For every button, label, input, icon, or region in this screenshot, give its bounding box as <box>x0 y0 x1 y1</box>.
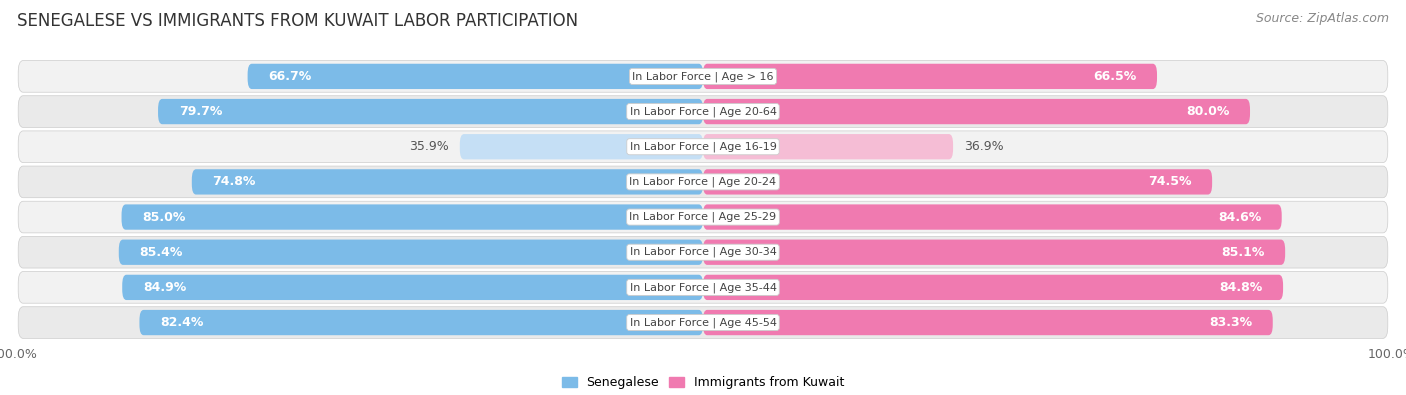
Text: 36.9%: 36.9% <box>965 140 1004 153</box>
FancyBboxPatch shape <box>18 131 1388 163</box>
FancyBboxPatch shape <box>122 275 703 300</box>
Legend: Senegalese, Immigrants from Kuwait: Senegalese, Immigrants from Kuwait <box>561 376 845 389</box>
Text: 35.9%: 35.9% <box>409 140 449 153</box>
Text: 82.4%: 82.4% <box>160 316 204 329</box>
FancyBboxPatch shape <box>191 169 703 195</box>
FancyBboxPatch shape <box>703 134 953 160</box>
Text: In Labor Force | Age 16-19: In Labor Force | Age 16-19 <box>630 141 776 152</box>
Text: 66.7%: 66.7% <box>269 70 312 83</box>
FancyBboxPatch shape <box>18 272 1388 303</box>
Text: 85.1%: 85.1% <box>1222 246 1264 259</box>
FancyBboxPatch shape <box>139 310 703 335</box>
FancyBboxPatch shape <box>18 166 1388 198</box>
Text: In Labor Force | Age 20-64: In Labor Force | Age 20-64 <box>630 106 776 117</box>
Text: 85.0%: 85.0% <box>142 211 186 224</box>
Text: In Labor Force | Age 30-34: In Labor Force | Age 30-34 <box>630 247 776 258</box>
FancyBboxPatch shape <box>703 99 1250 124</box>
FancyBboxPatch shape <box>703 239 1285 265</box>
FancyBboxPatch shape <box>18 60 1388 92</box>
FancyBboxPatch shape <box>118 239 703 265</box>
FancyBboxPatch shape <box>18 201 1388 233</box>
FancyBboxPatch shape <box>18 96 1388 127</box>
FancyBboxPatch shape <box>703 275 1284 300</box>
Text: 79.7%: 79.7% <box>179 105 222 118</box>
FancyBboxPatch shape <box>703 64 1157 89</box>
FancyBboxPatch shape <box>460 134 703 160</box>
Text: 85.4%: 85.4% <box>139 246 183 259</box>
Text: 80.0%: 80.0% <box>1187 105 1229 118</box>
FancyBboxPatch shape <box>121 204 703 230</box>
Text: 84.8%: 84.8% <box>1219 281 1263 294</box>
FancyBboxPatch shape <box>157 99 703 124</box>
Text: Source: ZipAtlas.com: Source: ZipAtlas.com <box>1256 12 1389 25</box>
Text: In Labor Force | Age 45-54: In Labor Force | Age 45-54 <box>630 317 776 328</box>
FancyBboxPatch shape <box>703 169 1212 195</box>
FancyBboxPatch shape <box>247 64 703 89</box>
FancyBboxPatch shape <box>703 204 1282 230</box>
Text: In Labor Force | Age 20-24: In Labor Force | Age 20-24 <box>630 177 776 187</box>
Text: SENEGALESE VS IMMIGRANTS FROM KUWAIT LABOR PARTICIPATION: SENEGALESE VS IMMIGRANTS FROM KUWAIT LAB… <box>17 12 578 30</box>
FancyBboxPatch shape <box>703 310 1272 335</box>
FancyBboxPatch shape <box>18 236 1388 268</box>
Text: 84.6%: 84.6% <box>1218 211 1261 224</box>
Text: 83.3%: 83.3% <box>1209 316 1253 329</box>
Text: 74.8%: 74.8% <box>212 175 256 188</box>
Text: In Labor Force | Age 35-44: In Labor Force | Age 35-44 <box>630 282 776 293</box>
Text: 74.5%: 74.5% <box>1147 175 1191 188</box>
Text: In Labor Force | Age 25-29: In Labor Force | Age 25-29 <box>630 212 776 222</box>
FancyBboxPatch shape <box>18 307 1388 339</box>
Text: 84.9%: 84.9% <box>143 281 186 294</box>
Text: In Labor Force | Age > 16: In Labor Force | Age > 16 <box>633 71 773 82</box>
Text: 66.5%: 66.5% <box>1092 70 1136 83</box>
